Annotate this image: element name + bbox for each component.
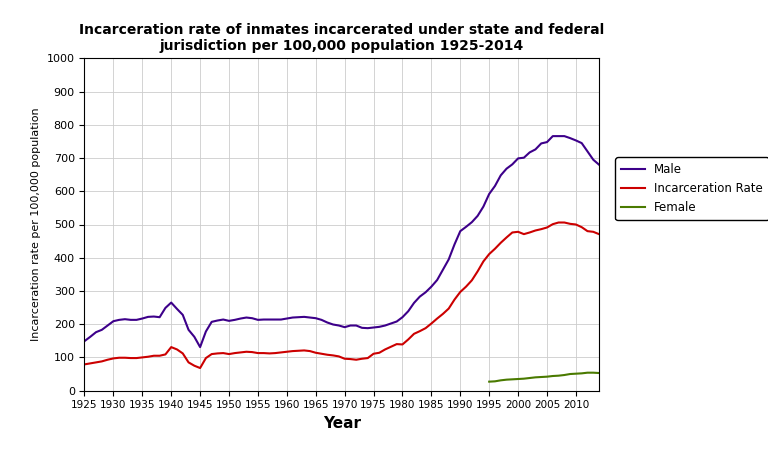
Incarceration Rate [196, 365, 205, 371]
Incarceration Rate [80, 362, 89, 367]
Male [525, 150, 535, 155]
X-axis label: Year: Year [323, 416, 361, 431]
Incarceration Rate [514, 229, 523, 234]
Line: Incarceration Rate: Incarceration Rate [84, 223, 599, 368]
Incarceration Rate [444, 306, 453, 311]
Male [548, 133, 558, 139]
Male [80, 339, 89, 344]
Line: Female: Female [489, 373, 599, 382]
Male [242, 315, 251, 320]
Male [149, 314, 158, 319]
Male [444, 257, 453, 262]
Female [508, 377, 517, 382]
Female [571, 371, 581, 376]
Line: Male: Male [84, 136, 599, 347]
Female [519, 376, 528, 381]
Y-axis label: Incarceration rate per 100,000 population: Incarceration rate per 100,000 populatio… [31, 108, 41, 341]
Incarceration Rate [149, 353, 158, 358]
Incarceration Rate [594, 231, 604, 237]
Legend: Male, Incarceration Rate, Female: Male, Incarceration Rate, Female [615, 157, 768, 220]
Male [583, 149, 592, 154]
Incarceration Rate [583, 229, 592, 234]
Male [594, 162, 604, 167]
Title: Incarceration rate of inmates incarcerated under state and federal
jurisdiction : Incarceration rate of inmates incarcerat… [79, 23, 604, 53]
Incarceration Rate [554, 220, 563, 225]
Incarceration Rate [525, 230, 535, 235]
Male [514, 156, 523, 161]
Female [594, 370, 604, 376]
Male [196, 344, 205, 350]
Incarceration Rate [242, 349, 251, 354]
